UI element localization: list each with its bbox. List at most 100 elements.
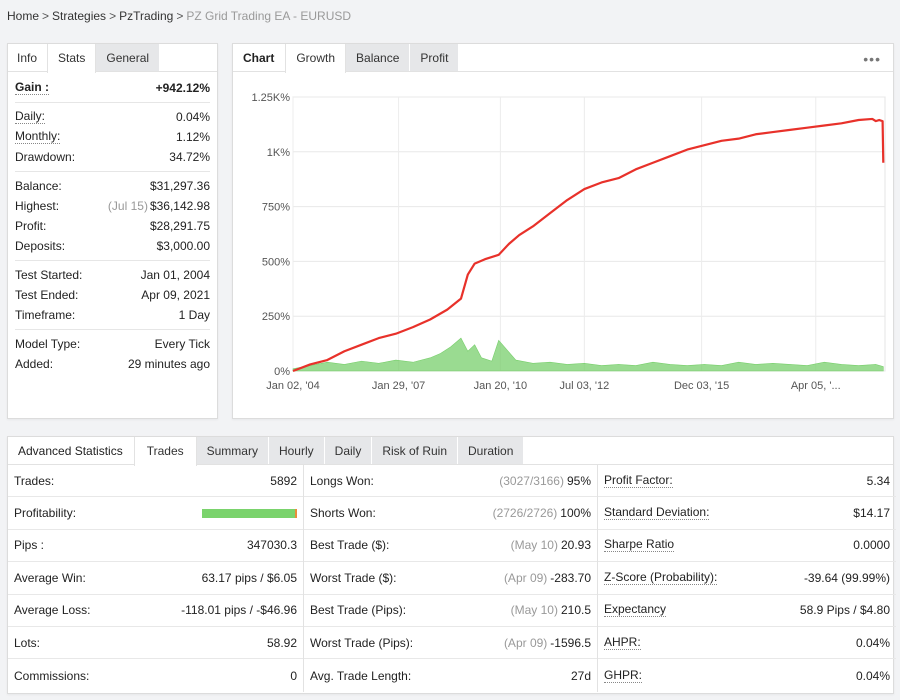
- profit-factor-label[interactable]: Profit Factor:: [604, 472, 673, 488]
- avg-trade-length-label: Avg. Trade Length:: [310, 668, 412, 683]
- ghpr-value: 0.04%: [855, 668, 890, 683]
- gain-value: +942.12%: [155, 81, 210, 95]
- expectancy-label[interactable]: Expectancy: [604, 602, 667, 618]
- commissions-label: Commissions:: [14, 668, 90, 683]
- tab-growth[interactable]: Growth: [285, 44, 347, 73]
- table-row: Average Win: 63.17 pips / $6.05: [8, 562, 303, 595]
- pips-label: Pips :: [14, 538, 45, 553]
- lots-value: 58.92: [266, 635, 297, 650]
- test-started-value: Jan 01, 2004: [140, 268, 210, 282]
- ahpr-label[interactable]: AHPR:: [604, 634, 641, 650]
- table-row: Pips : 347030.3: [8, 530, 303, 563]
- tab-duration[interactable]: Duration: [458, 437, 525, 464]
- table-row: Worst Trade ($): (Apr 09) -283.70: [304, 562, 597, 595]
- z-score-label[interactable]: Z-Score (Probability):: [604, 569, 718, 585]
- ghpr-label[interactable]: GHPR:: [604, 667, 643, 683]
- standard-deviation-value: $14.17: [853, 506, 890, 521]
- stat-gain: Gain : +942.12%: [15, 78, 210, 98]
- test-started-label: Test Started:: [15, 268, 83, 282]
- tab-profit[interactable]: Profit: [410, 44, 460, 71]
- gain-label[interactable]: Gain :: [15, 80, 50, 95]
- sharpe-ratio-value: 0.0000: [853, 538, 890, 553]
- worst-trade-usd-value: -283.70: [550, 570, 591, 585]
- tab-daily[interactable]: Daily: [324, 437, 373, 464]
- tab-advanced-statistics: Advanced Statistics: [8, 437, 134, 464]
- stat-daily: Daily: 0.04%: [15, 107, 210, 127]
- y-tick-label: 0%: [274, 366, 290, 378]
- trades-value: 5892: [270, 473, 297, 488]
- breadcrumb-home[interactable]: Home: [7, 9, 40, 23]
- worst-trade-pips-date: (Apr 09): [503, 635, 548, 650]
- highest-date: (Jul 15): [107, 199, 148, 213]
- monthly-value: 1.12%: [175, 130, 210, 144]
- sharpe-ratio-label[interactable]: Sharpe Ratio: [604, 537, 675, 553]
- stat-timeframe: Timeframe: 1 Day: [15, 305, 210, 325]
- tab-trades[interactable]: Trades: [133, 437, 197, 466]
- table-row: Standard Deviation: $14.17: [598, 497, 896, 530]
- stat-test-ended: Test Ended: Apr 09, 2021: [15, 285, 210, 305]
- advanced-stats-panel: Advanced Statistics Trades Summary Hourl…: [7, 436, 896, 694]
- tab-info[interactable]: Info: [8, 44, 48, 71]
- y-tick-label: 1K%: [267, 147, 290, 159]
- balance-value: $31,297.36: [149, 179, 210, 193]
- stat-profit: Profit: $28,291.75: [15, 216, 210, 236]
- breadcrumb-current: PZ Grid Trading EA - EURUSD: [186, 9, 352, 23]
- table-row: Best Trade ($): (May 10) 20.93: [304, 530, 597, 563]
- advanced-col-3: Profit Factor: 5.34 Standard Deviation: $1…: [598, 465, 896, 692]
- table-row: Shorts Won: (2726/2726) 100%: [304, 497, 597, 530]
- average-loss-value: -118.01 pips / -$46.96: [181, 603, 297, 618]
- tab-risk-of-ruin[interactable]: Risk of Ruin: [372, 437, 459, 464]
- shorts-won-value: 100%: [560, 506, 591, 521]
- tab-chart: Chart: [233, 44, 286, 71]
- x-tick-label: Apr 05, '...: [791, 380, 841, 392]
- x-tick-label: Dec 03, '15: [674, 380, 729, 392]
- trades-label: Trades:: [14, 473, 55, 488]
- advanced-col-1: Trades: 5892 Profitability: Pips : 347030.…: [8, 465, 304, 692]
- table-row: Profitability:: [8, 497, 303, 530]
- more-dots-icon[interactable]: •••: [863, 51, 881, 67]
- best-trade-pips-value: 210.5: [560, 603, 591, 618]
- table-row: Expectancy 58.9 Pips / $4.80: [598, 595, 896, 627]
- advanced-stats-table: Trades: 5892 Profitability: Pips : 347030.…: [8, 465, 896, 692]
- chart-tabs: Chart Growth Balance Profit: [233, 44, 893, 73]
- table-row: Average Loss: -118.01 pips / -$46.96: [8, 595, 303, 627]
- y-tick-label: 1.25K%: [251, 92, 290, 104]
- daily-label[interactable]: Daily:: [15, 109, 46, 124]
- tab-balance[interactable]: Balance: [346, 44, 411, 71]
- monthly-label[interactable]: Monthly:: [15, 129, 61, 144]
- stat-added: Added: 29 minutes ago: [15, 354, 210, 374]
- average-loss-label: Average Loss:: [14, 603, 91, 618]
- chart-panel: Chart Growth Balance Profit ••• 0% 250% 50…: [232, 43, 894, 419]
- table-row: Worst Trade (Pips): (Apr 09) -1596.5: [304, 627, 597, 660]
- avg-trade-length-value: 27d: [570, 668, 591, 683]
- expectancy-value: 58.9 Pips / $4.80: [799, 603, 890, 618]
- worst-trade-usd-label: Worst Trade ($):: [310, 570, 397, 585]
- tab-summary[interactable]: Summary: [196, 437, 269, 464]
- breadcrumb-separator: >: [42, 9, 50, 23]
- breadcrumb-strategies[interactable]: Strategies: [52, 9, 107, 23]
- tab-general[interactable]: General: [96, 44, 161, 71]
- table-row: Longs Won: (3027/3166) 95%: [304, 465, 597, 498]
- model-type-label: Model Type:: [15, 337, 81, 351]
- advanced-col-2: Longs Won: (3027/3166) 95% Shorts Won: (272…: [304, 465, 598, 692]
- average-win-label: Average Win:: [14, 570, 86, 585]
- table-row: GHPR: 0.04%: [598, 659, 896, 691]
- timeframe-value: 1 Day: [178, 308, 210, 322]
- shorts-won-count: (2726/2726): [492, 506, 558, 521]
- tab-stats[interactable]: Stats: [47, 44, 97, 73]
- added-value: 29 minutes ago: [127, 357, 210, 371]
- worst-trade-pips-label: Worst Trade (Pips):: [310, 635, 414, 650]
- table-row: Sharpe Ratio 0.0000: [598, 530, 896, 563]
- drawdown-label: Drawdown:: [15, 150, 76, 164]
- best-trade-usd-value: 20.93: [560, 538, 591, 553]
- commissions-value: 0: [290, 668, 297, 683]
- series-area-green: [292, 337, 884, 372]
- ahpr-value: 0.04%: [855, 635, 890, 650]
- stats-list: Gain : +942.12% Daily: 0.04% Monthly: 1.12%…: [8, 72, 217, 378]
- lots-label: Lots:: [14, 635, 41, 650]
- breadcrumb-pztrading[interactable]: PzTrading: [119, 9, 174, 23]
- table-row: AHPR: 0.04%: [598, 627, 896, 660]
- standard-deviation-label[interactable]: Standard Deviation:: [604, 505, 710, 521]
- z-score-value: -39.64 (99.99%): [803, 570, 890, 585]
- tab-hourly[interactable]: Hourly: [268, 437, 325, 464]
